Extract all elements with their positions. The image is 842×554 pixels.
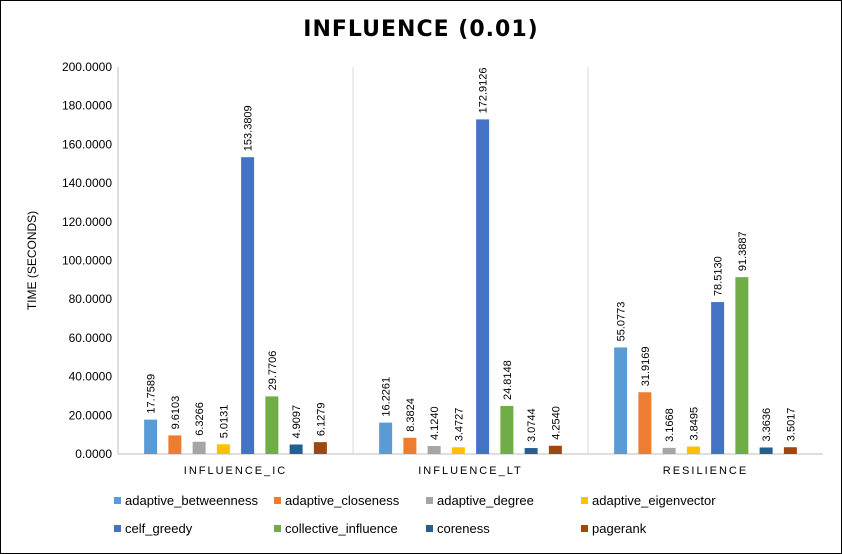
y-tick-label: 0.0000 [75,447,112,461]
data-label: 3.3636 [761,408,773,442]
bar-coreness [524,448,538,454]
y-tick-label: 100.0000 [62,254,112,268]
data-label: 153.3809 [243,105,255,151]
category-label: RESILIENCE [663,465,748,477]
bar-adaptive_degree [192,441,206,454]
bar-adaptive_degree [427,446,441,454]
data-label: 91.3887 [737,231,749,271]
data-label: 8.3824 [405,398,417,432]
bar-pagerank [548,445,562,454]
legend-item-celf_greedy: celf_greedy [114,521,192,536]
legend-item-adaptive_eigenvector: adaptive_eigenvector [581,493,716,508]
legend-swatch [114,497,121,504]
data-label: 4.1240 [429,406,441,440]
data-label: 31.9169 [640,346,652,386]
data-label: 6.3266 [194,402,206,436]
legend-item-coreness: coreness [426,521,490,536]
bar-adaptive_eigenvector [686,446,700,454]
legend-label: celf_greedy [125,521,193,536]
y-tick-label: 40.0000 [69,370,113,384]
data-label: 4.9097 [291,405,303,439]
data-label: 3.5017 [785,408,797,442]
legend-item-adaptive_degree: adaptive_degree [426,493,534,508]
bar-celf_greedy [711,302,725,454]
bar-coreness [759,447,773,454]
y-tick-label: 120.0000 [62,215,112,229]
bar-adaptive_eigenvector [451,447,465,454]
data-label: 9.6103 [170,396,182,430]
y-tick-label: 20.0000 [69,408,113,422]
legend-item-collective_influence: collective_influence [274,521,398,536]
data-label: 5.0131 [218,405,230,439]
data-label: 4.2540 [550,406,562,440]
y-tick-label: 200.0000 [62,60,112,74]
legend-label: collective_influence [285,521,398,536]
bar-collective_influence [265,396,279,454]
data-label: 172.9126 [478,68,490,114]
data-label: 3.0744 [526,408,538,442]
data-label: 78.5130 [713,256,725,296]
bar-adaptive_closeness [403,437,417,454]
legend-item-adaptive_betweenness: adaptive_betweenness [114,493,258,508]
bar-adaptive_closeness [168,435,182,454]
data-label: 3.8495 [688,407,700,441]
bar-adaptive_betweenness [144,419,158,454]
data-label: 24.8148 [502,360,514,400]
legend-label: pagerank [592,521,647,536]
bar-celf_greedy [476,119,490,454]
category-label: INFLUENCE_LT [418,465,522,477]
legend-swatch [274,497,281,504]
chart-title: INFLUENCE (0.01) [303,17,539,42]
legend-label: adaptive_eigenvector [592,493,716,508]
legend-label: adaptive_degree [437,493,534,508]
legend-swatch [426,497,433,504]
bar-adaptive_eigenvector [216,444,230,454]
legend-swatch [274,525,281,532]
y-tick-label: 140.0000 [62,176,112,190]
data-label: 3.1668 [664,408,676,442]
legend-label: adaptive_betweenness [125,493,258,508]
bar-coreness [289,444,303,454]
data-label: 6.1279 [315,402,327,436]
bar-adaptive_degree [662,447,676,454]
legend-swatch [581,525,588,532]
y-tick-label: 180.0000 [62,99,112,113]
data-label: 3.4727 [453,408,465,442]
legend-swatch [581,497,588,504]
legend-label: adaptive_closeness [285,493,400,508]
y-tick-label: 80.0000 [69,292,113,306]
legend-swatch [114,525,121,532]
data-label: 29.7706 [267,351,279,391]
y-tick-label: 160.0000 [62,137,112,151]
data-label: 17.7589 [146,374,158,414]
bar-collective_influence [500,405,514,454]
bar-celf_greedy [241,157,255,455]
legend-swatch [426,525,433,532]
legend-label: coreness [437,521,490,536]
bar-adaptive_betweenness [379,422,393,454]
legend-item-adaptive_closeness: adaptive_closeness [274,493,399,508]
legend-item-pagerank: pagerank [581,521,646,536]
bar-collective_influence [735,277,749,454]
bar-pagerank [313,442,327,454]
category-label: INFLUENCE_IC [184,465,287,477]
y-axis-title: TIME (SECONDS) [25,211,39,310]
data-label: 55.0773 [616,302,628,342]
y-tick-label: 60.0000 [69,331,113,345]
data-label: 16.2261 [381,377,393,417]
bar-adaptive_closeness [638,392,652,454]
bar-adaptive_betweenness [614,347,628,454]
bar-pagerank [783,447,797,454]
